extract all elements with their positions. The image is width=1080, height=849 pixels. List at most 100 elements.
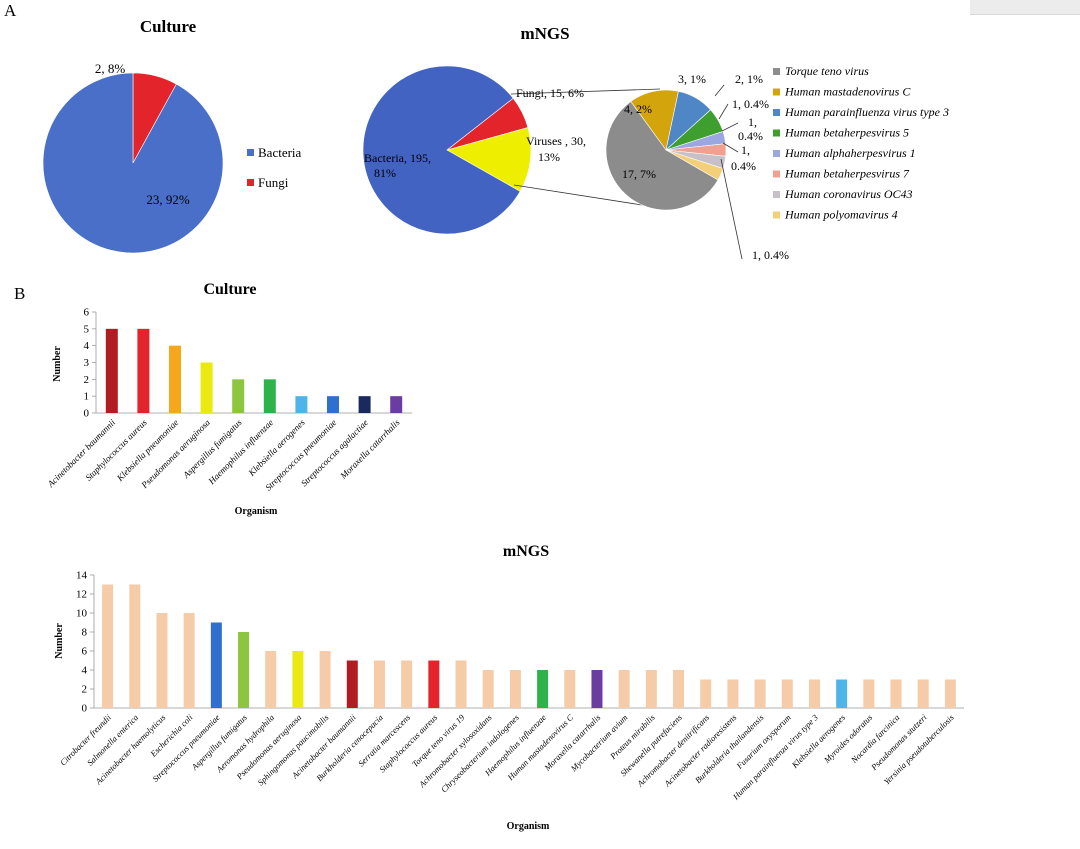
mngs-bar-bar-mycobacterium-avium <box>618 670 630 708</box>
culture-bar-ylabel: Number <box>52 346 63 382</box>
culture-bar-ytick-label: 6 <box>84 307 90 319</box>
virus-leader-line-2 <box>721 122 739 132</box>
legend-swatch-bacteria <box>247 149 254 156</box>
culture-bar-bar-streptococcus-pneumoniae <box>327 396 339 413</box>
virus-leader-line-1 <box>718 103 729 120</box>
culture-bar-xtick-label-aspergillus-fumigatus: Aspergillus fumigatus <box>180 417 244 481</box>
mngs-bar-ytick-label: 0 <box>82 703 88 715</box>
mngs-pie-title: mNGS <box>520 24 569 43</box>
culture-pie-legend: Bacteria Fungi <box>247 145 302 190</box>
mngs-bar-ytick-label: 12 <box>76 589 87 601</box>
mngs-bar-bar-burkholderia-thailandensis <box>754 679 766 708</box>
legend-label-torque-teno-virus: Torque teno virus <box>785 64 869 78</box>
virus-leader-line-0 <box>714 84 725 97</box>
mngs-bar-bar-human-mastadenovirus-c <box>564 670 576 708</box>
culture-bar-ytick-label: 5 <box>84 323 90 335</box>
culture-bar-bar-acinetobacter-baumannii <box>105 328 118 413</box>
virus-pie-slice-torque-teno-virus <box>605 101 719 211</box>
culture-bar-title: Culture <box>203 281 256 298</box>
virus-label-alphaherpes1: 1, 0.4% <box>732 97 769 111</box>
mngs-pie-slice-viruses <box>446 127 532 192</box>
legend-swatch-human-parainfluenza-virus-type-3 <box>773 109 780 116</box>
culture-bar-ytick-label: 4 <box>84 340 90 352</box>
mngs-bar-bar-moraxella-catarrhalis <box>591 670 603 708</box>
legend-swatch-human-betaherpesvirus-5 <box>773 129 780 137</box>
virus-label-betaherpes7-line1: 1, <box>748 115 757 129</box>
virus-label-betaherpes7-line2: 0.4% <box>738 129 763 143</box>
culture-bar-xlabel: Organism <box>235 506 278 517</box>
panel-label-a: A <box>4 1 17 20</box>
mngs-pie-label-bacteria-line2: 81% <box>374 166 396 180</box>
mngs-bar-bar-pseudomonas-stutzeri <box>917 679 929 708</box>
culture-bar-ytick-label: 2 <box>84 374 90 386</box>
culture-pie-chart: Culture 23, 92% 2, 8% Bacteria Fungi <box>42 17 302 254</box>
mngs-bar-ylabel: Number <box>54 623 65 659</box>
mngs-bar-bar-human-parainfluenza-virus-type-3 <box>808 679 820 708</box>
virus-label-polyomavirus: 1, 0.4% <box>752 248 789 262</box>
legend-label-fungi: Fungi <box>258 175 289 190</box>
mngs-bar-xtick-label-nocardia-farcinica: Nocardia farcinica <box>848 712 901 765</box>
virus-leader-line-3 <box>722 142 739 153</box>
mngs-pie-label-fungi: Fungi, 15, 6% <box>516 86 584 100</box>
mngs-pie-label-viruses-line2: 13% <box>538 150 560 164</box>
virus-label-torque: 17, 7% <box>622 167 656 181</box>
mngs-bar-bar-klebsiella-aerogenes <box>836 679 848 708</box>
mngs-bar-bar-acinetobacter-radioresistens <box>727 679 739 708</box>
mngs-bar-ytick-label: 4 <box>82 665 88 677</box>
culture-bar-xtick-label-klebsiella-aerogenes: Klebsiella aerogenes <box>246 417 307 478</box>
mngs-bar-bar-torque-teno-virus-19 <box>455 660 467 708</box>
pie-of-pie-connector-top <box>510 88 661 95</box>
culture-pie-slice-bacteria <box>42 72 224 254</box>
culture-bar-bar-klebsiella-pneumoniae <box>169 345 181 413</box>
mngs-bar-bar-fusarium-oxysporum <box>781 679 793 708</box>
mngs-bar-bar-shewanella-putrefaciens <box>673 670 685 708</box>
legend-label-human-alphaherpesvirus-1: Human alphaherpesvirus 1 <box>784 146 916 160</box>
mngs-bar-bar-citrobacter-freundii <box>102 584 114 708</box>
legend-swatch-human-betaherpesvirus-7 <box>773 170 780 178</box>
culture-bar-ytick-label: 0 <box>84 408 90 420</box>
mngs-pie-slice-bacteria <box>362 65 521 235</box>
virus-label-coronavirus-line1: 1, <box>741 143 750 157</box>
legend-label-human-betaherpesvirus-7: Human betaherpesvirus 7 <box>784 167 910 181</box>
mngs-bar-bar-streptococcus-pneumoniae <box>210 622 222 708</box>
legend-label-human-betaherpesvirus-5: Human betaherpesvirus 5 <box>784 126 909 140</box>
mngs-pie-label-viruses-line1: Viruses , 30, <box>526 134 586 148</box>
virus-leader-line-4 <box>720 158 743 260</box>
mngs-bar-ytick-label: 8 <box>82 627 88 639</box>
legend-swatch-human-mastadenovirus-c <box>773 88 780 96</box>
mngs-bar-ytick-label: 2 <box>82 684 88 696</box>
legend-swatch-human-coronavirus-oc43 <box>773 191 780 198</box>
panel-label-b: B <box>14 284 25 303</box>
mngs-pie-chart: mNGS Bacteria, 195, 81% Fungi, 15, 6% Vi… <box>362 24 661 235</box>
culture-bar-ytick-label: 3 <box>84 357 90 369</box>
culture-bar-xtick-label-staphylococcus-aureus: Staphylococcus aureus <box>83 417 149 483</box>
mngs-bar-bar-yersinia-pseudotuberculosis <box>944 679 956 708</box>
mngs-bar-bar-acinetobacter-baumannii <box>346 660 358 708</box>
mngs-bar-bar-chryseobacterium-indologenes <box>509 670 521 708</box>
virus-breakdown-pie: 17, 7% 4, 2% 3, 1% 2, 1% 1, 0.4% 1, 0.4%… <box>605 64 949 262</box>
culture-bar-bar-haemophilus-influenzae <box>263 379 276 413</box>
culture-bar-bar-aspergillus-fumigatus <box>232 379 245 413</box>
virus-label-parainfluenza: 3, 1% <box>678 72 706 86</box>
mngs-bar-bar-proteus-mirabilis <box>645 670 657 708</box>
mngs-bar-bar-burkholderia-cenocepacia <box>373 660 385 708</box>
culture-pie-label-bacteria: 23, 92% <box>146 192 190 207</box>
mngs-bar-bar-aeromonas-hydrophila <box>265 651 277 708</box>
culture-bar-bar-moraxella-catarrhalis <box>390 396 403 413</box>
legend-label-bacteria: Bacteria <box>258 145 302 160</box>
virus-label-coronavirus-line2: 0.4% <box>731 159 756 173</box>
mngs-bar-ytick-label: 10 <box>76 608 88 620</box>
mngs-bar-bar-serratia-marcescens <box>401 660 413 708</box>
culture-bar-bar-staphylococcus-aureus <box>137 328 150 413</box>
mngs-bar-bar-pseudomonas-aeruginosa <box>292 651 304 708</box>
legend-swatch-human-polyomavirus-4 <box>773 211 780 219</box>
mngs-bar-bar-myroides-odoratus <box>863 679 875 708</box>
mngs-bar-bar-staphylococcus-aureus <box>428 660 440 708</box>
mngs-bar-xlabel: Organism <box>507 821 550 832</box>
culture-bar-bar-streptococcus-agalactiae <box>358 396 371 413</box>
mngs-bar-bar-salmonella-enterica <box>129 584 141 708</box>
mngs-bar-bar-achromobacter-denitrificans <box>700 679 712 708</box>
